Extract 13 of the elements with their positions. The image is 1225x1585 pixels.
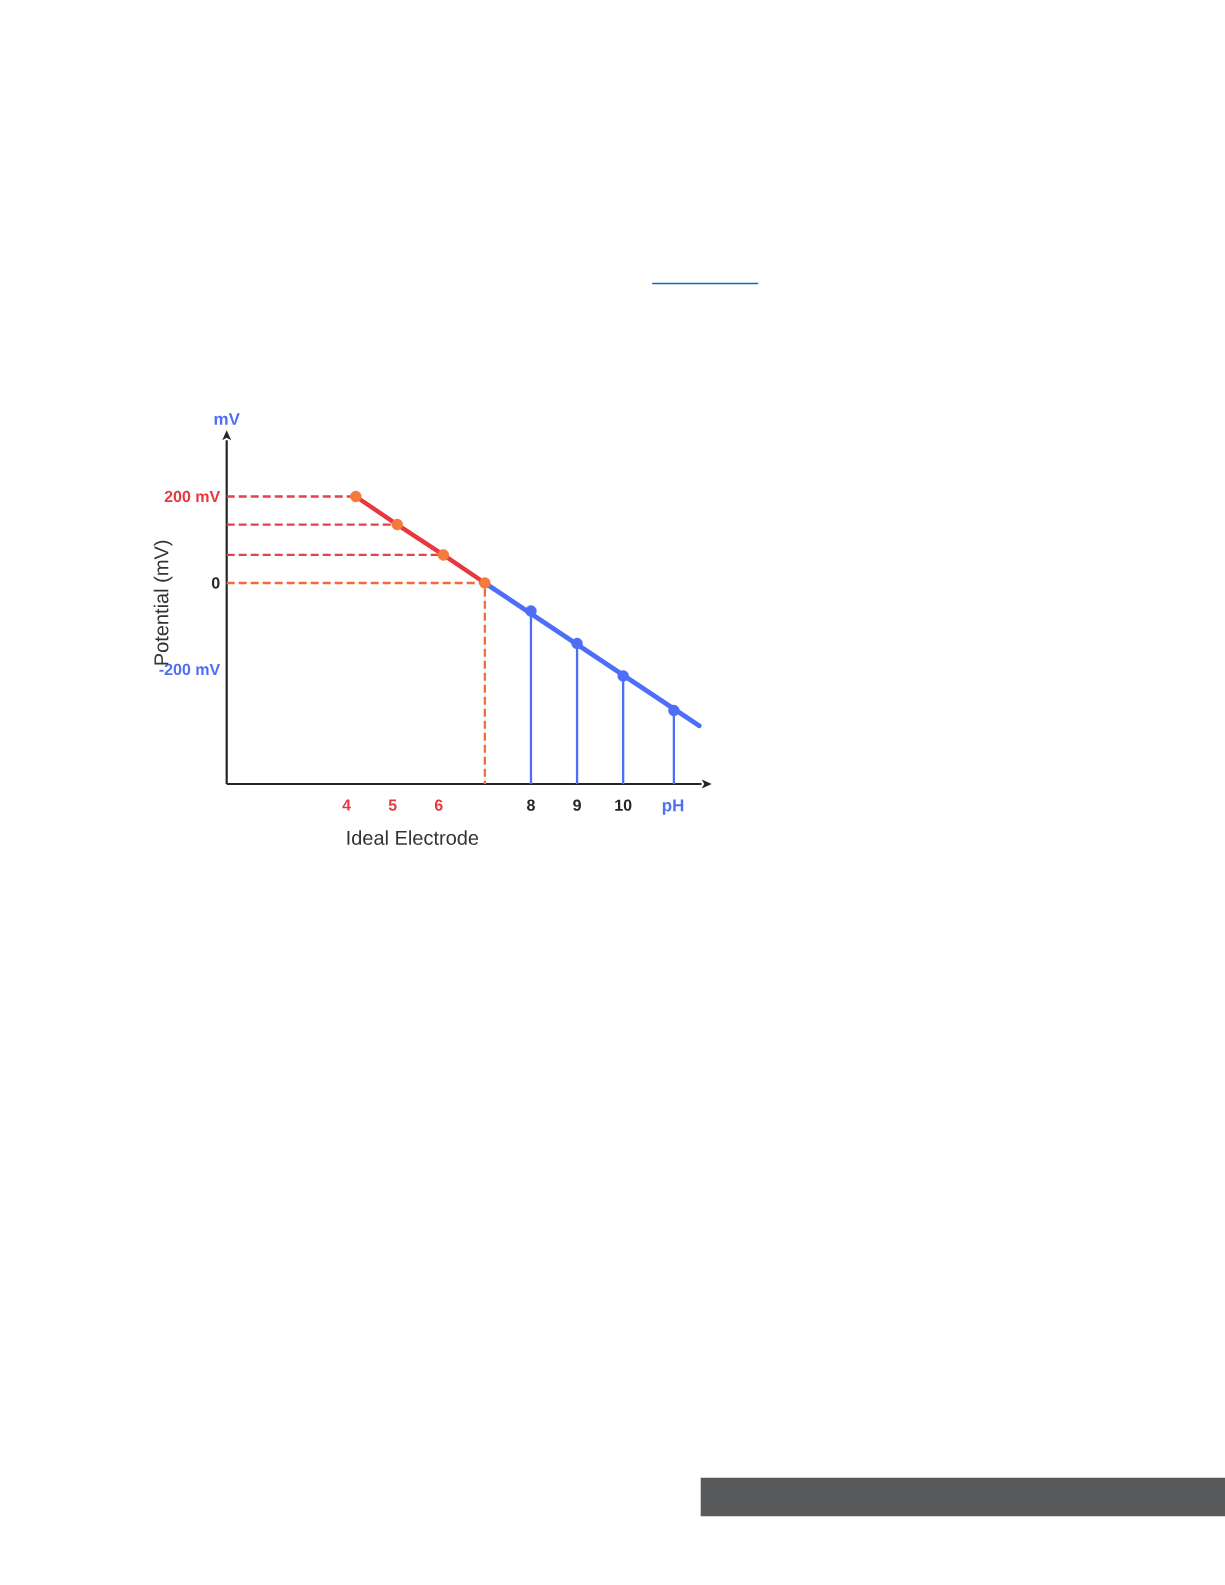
- y-tick-label: -200 mV: [159, 663, 221, 676]
- x-tick-label: 5: [388, 799, 397, 811]
- x-tick-label: 9: [573, 799, 581, 811]
- y-tick-label: 0: [211, 577, 220, 589]
- text: Ideal Electrode: [347, 830, 479, 845]
- text: mV: [214, 413, 240, 425]
- x-tick-label: 10: [615, 799, 632, 811]
- x-tick-label: 8: [527, 799, 535, 811]
- y-axis-title: Potential (mV): [153, 540, 173, 665]
- x-tick-label: 4: [342, 799, 351, 811]
- x-axis-title: pH: [662, 799, 684, 815]
- y-tick-label: 200 mV: [164, 490, 221, 503]
- x-tick-label: 6: [434, 799, 443, 811]
